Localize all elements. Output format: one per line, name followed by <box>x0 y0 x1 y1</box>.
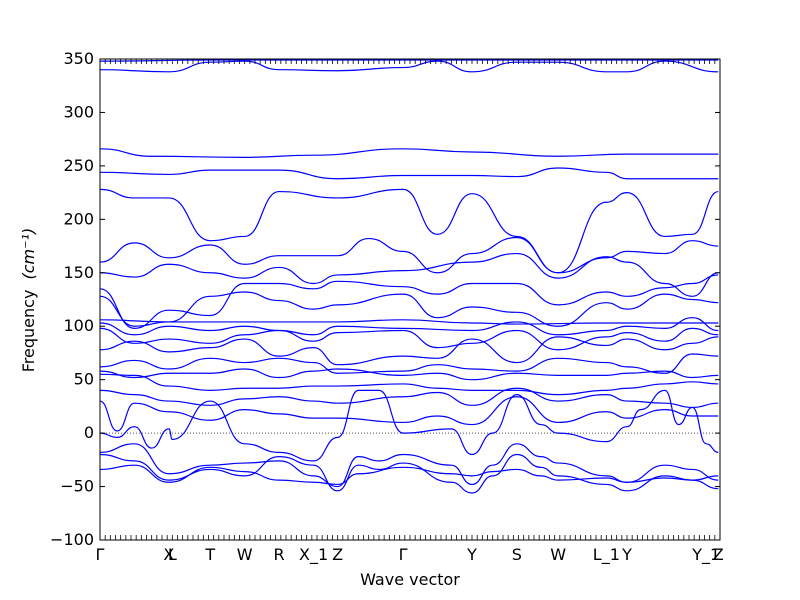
band-line-13 <box>99 336 719 366</box>
band-line-15 <box>99 368 719 381</box>
band-line-8 <box>99 274 719 329</box>
band-line-18 <box>99 396 719 432</box>
y-axis-label-unit: (cm⁻¹) <box>19 228 38 280</box>
band-line-16 <box>99 373 719 396</box>
band-line-11 <box>99 317 719 336</box>
y-tick-label: −50 <box>60 477 94 496</box>
y-tick-label: 50 <box>74 370 94 389</box>
band-line-12 <box>99 327 719 351</box>
band-line-21 <box>99 443 719 488</box>
y-tick-label: 250 <box>63 156 94 175</box>
x-tick-label: W <box>237 545 253 564</box>
band-line-6 <box>99 236 719 274</box>
y-tick-label: 100 <box>63 316 94 335</box>
x-tick-label: Γ <box>399 545 408 564</box>
x-axis-ticks: Γ XL T W R X_1 Z Γ Y S W L_1 Y Y_1Z <box>96 59 724 565</box>
band-line-7 <box>99 252 719 297</box>
x-tick-label: Z <box>713 545 724 564</box>
band-line-17 <box>99 387 719 409</box>
x-tick-label: X <box>163 545 174 564</box>
x-tick-label: X_1 <box>299 545 328 565</box>
band-line-3 <box>99 148 719 158</box>
x-tick-label: W <box>550 545 566 564</box>
y-tick-label: 350 <box>63 49 94 68</box>
x-tick-label: R <box>274 545 285 564</box>
y-axis-ticks: −100 −50 0 50 100 150 200 250 300 350 <box>50 49 720 549</box>
x-axis-label: Wave vector <box>360 570 460 589</box>
x-tick-label: S <box>512 545 522 564</box>
y-tick-label: 200 <box>63 209 94 228</box>
band-line-22 <box>99 464 719 486</box>
y-axis-label: Frequency (cm⁻¹) <box>19 228 38 372</box>
band-line-19 <box>99 389 719 462</box>
band-line-1 <box>99 60 719 73</box>
y-tick-label: −100 <box>50 530 94 549</box>
x-tick-label: L <box>168 545 177 564</box>
band-lines <box>99 59 719 494</box>
x-tick-label: Y_1 <box>691 545 720 565</box>
band-line-4 <box>99 167 719 180</box>
band-line-20 <box>99 453 719 494</box>
x-tick-label: T <box>204 545 215 564</box>
y-tick-label: 0 <box>84 423 94 442</box>
band-line-2 <box>99 59 719 62</box>
y-axis-label-text: Frequency <box>19 290 38 373</box>
y-tick-label: 150 <box>63 263 94 282</box>
band-line-9 <box>99 291 719 327</box>
y-tick-label: 300 <box>63 102 94 121</box>
x-tick-label: Y <box>466 545 477 564</box>
band-line-10 <box>99 319 719 325</box>
x-tick-label: Z <box>332 545 343 564</box>
x-tick-label: Γ <box>96 545 105 564</box>
band-line-14 <box>99 353 719 374</box>
band-line-5 <box>99 188 719 274</box>
x-tick-label: L_1 <box>593 545 620 565</box>
x-tick-label: Y <box>621 545 632 564</box>
